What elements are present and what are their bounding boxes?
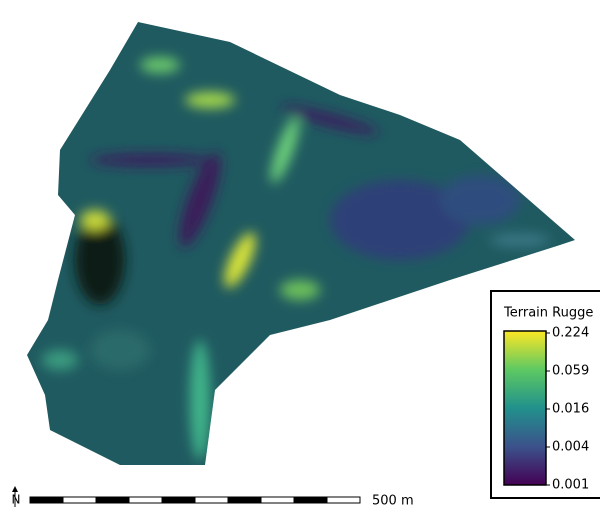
scale-segment xyxy=(95,496,130,504)
legend-tick-label: 0.059 xyxy=(552,364,589,379)
legend-tick-label: 0.004 xyxy=(552,440,589,455)
legend-tick-label: 0.001 xyxy=(552,478,589,493)
scale-segment xyxy=(62,496,97,504)
scale-segment xyxy=(128,496,163,504)
scale-segment xyxy=(161,496,196,504)
scale-segment xyxy=(194,496,229,504)
legend-tick-label: 0.224 xyxy=(552,326,589,341)
north-arrow: N xyxy=(12,486,21,507)
color-bar xyxy=(503,330,547,486)
legend-title: Terrain Rugge xyxy=(503,306,593,321)
north-label: N xyxy=(12,493,21,507)
scale-label: 500 m xyxy=(372,494,414,509)
scale-segment xyxy=(260,496,295,504)
scale-segment xyxy=(326,496,361,504)
scale-bar xyxy=(29,496,361,504)
legend: Terrain Rugge 0.224 0.059 0.016 0.004 0.001 xyxy=(490,290,600,499)
scale-segment xyxy=(29,496,64,504)
scale-segment xyxy=(293,496,328,504)
scale-segment xyxy=(227,496,262,504)
legend-tick-label: 0.016 xyxy=(552,402,589,417)
